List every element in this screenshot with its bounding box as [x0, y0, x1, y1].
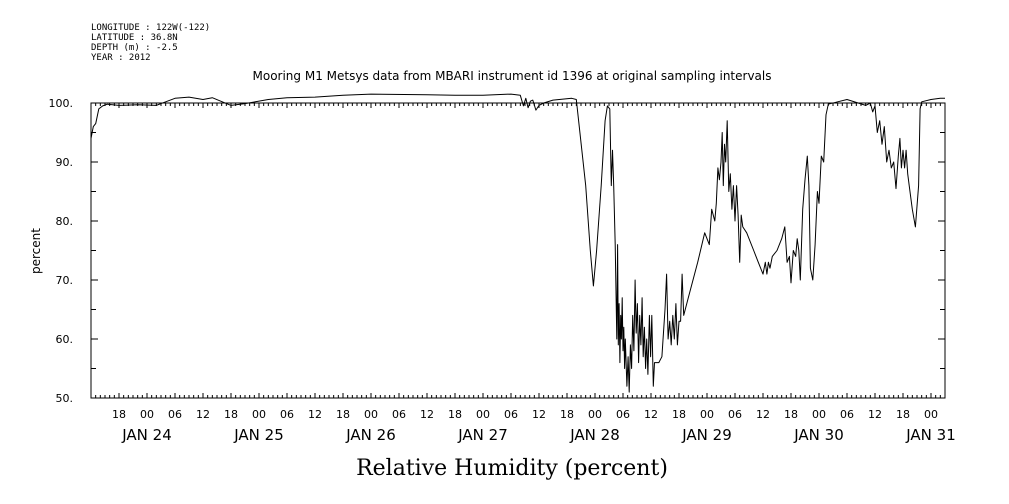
x-date-labels: JAN 24 JAN 25 JAN 26 JAN 27 JAN 28 JAN 29 JAN …	[121, 426, 956, 444]
plot-frame	[90, 102, 946, 399]
x-hour-label: 18	[224, 408, 238, 421]
x-hour-label: 18	[672, 408, 686, 421]
y-tick-labels: 50. 60. 70. 80. 90. 100.	[49, 97, 74, 405]
x-date-label: JAN 28	[569, 426, 620, 444]
y-axis-label: percent	[29, 228, 43, 274]
x-hour-label: 12	[420, 408, 434, 421]
year-text: YEAR : 2012	[91, 53, 151, 63]
x-date-label: JAN 24	[121, 426, 172, 444]
latitude-text: LATITUDE : 36.8N	[91, 33, 178, 43]
x-hour-label: 12	[196, 408, 210, 421]
x-date-label: JAN 26	[345, 426, 396, 444]
depth-text: DEPTH (m) : -2.5	[91, 43, 178, 53]
x-date-label: JAN 30	[793, 426, 844, 444]
x-hour-label: 00	[812, 408, 826, 421]
x-hour-label: 06	[616, 408, 630, 421]
x-date-label: JAN 27	[457, 426, 508, 444]
x-hour-label: 06	[392, 408, 406, 421]
y-tick-label: 70.	[56, 274, 74, 287]
x-hour-label: 18	[784, 408, 798, 421]
x-hour-label: 18	[896, 408, 910, 421]
x-hour-label: 00	[476, 408, 490, 421]
x-hour-label: 06	[840, 408, 854, 421]
x-date-label: JAN 31	[905, 426, 956, 444]
y-tick-label: 90.	[56, 156, 74, 169]
series-line	[90, 93, 945, 393]
x-hour-label: 18	[336, 408, 350, 421]
series-group	[90, 93, 945, 393]
x-hour-label: 00	[140, 408, 154, 421]
x-hour-label: 06	[280, 408, 294, 421]
x-hour-label: 18	[112, 408, 126, 421]
x-hour-label: 12	[868, 408, 882, 421]
y-tick-label: 60.	[56, 333, 74, 346]
x-hour-label: 18	[448, 408, 462, 421]
x-hour-label: 00	[700, 408, 714, 421]
y-tick-label: 80.	[56, 215, 74, 228]
x-date-label: JAN 25	[233, 426, 284, 444]
x-hour-label: 12	[532, 408, 546, 421]
longitude-text: LONGITUDE : 122W(-122)	[91, 23, 210, 33]
x-hour-label: 00	[588, 408, 602, 421]
x-tick-labels: 18 00 06 12 18 00 06 12 18 00 06 12 18 00 06 12 18 00 06 12…	[112, 408, 938, 421]
x-hour-label: 00	[364, 408, 378, 421]
x-hour-label: 12	[756, 408, 770, 421]
chart-title: Mooring M1 Metsys data from MBARI instru…	[253, 69, 772, 83]
x-hour-label: 06	[168, 408, 182, 421]
x-hour-label: 18	[560, 408, 574, 421]
x-hour-label: 12	[308, 408, 322, 421]
x-hour-label: 00	[924, 408, 938, 421]
x-hour-label: 06	[728, 408, 742, 421]
x-hour-label: 12	[644, 408, 658, 421]
x-axis-label: Relative Humidity (percent)	[356, 456, 668, 481]
x-hour-label: 00	[252, 408, 266, 421]
x-date-label: JAN 29	[681, 426, 732, 444]
axis-ticks	[90, 102, 946, 399]
metadata-block: LONGITUDE : 122W(-122) LATITUDE : 36.8N …	[91, 23, 210, 63]
x-hour-label: 06	[504, 408, 518, 421]
y-tick-label: 100.	[49, 97, 74, 110]
y-tick-label: 50.	[56, 392, 74, 405]
